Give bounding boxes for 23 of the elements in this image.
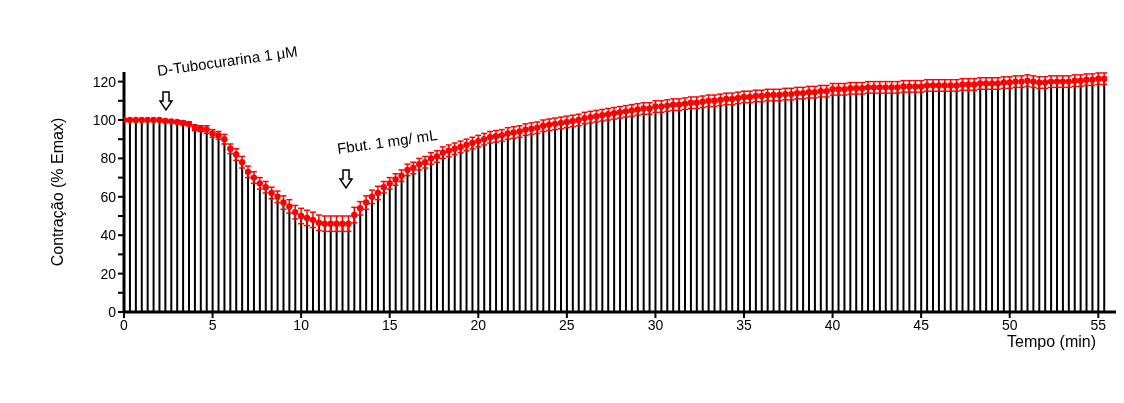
x-tick-label: 30 <box>647 316 664 333</box>
x-tick-label: 40 <box>824 316 841 333</box>
y-tick-label: 60 <box>100 188 117 205</box>
x-axis-title: Tempo (min) <box>1007 333 1096 350</box>
x-tick-label: 5 <box>208 316 217 333</box>
x-tick-label: 55 <box>1090 316 1107 333</box>
annotation: Fbut. 1 mg/ mL <box>336 126 439 157</box>
y-axis-title: Contração (% Emax) <box>48 117 66 267</box>
y-tick-label: 20 <box>100 265 117 282</box>
x-tick-label: 35 <box>736 316 752 333</box>
y-tick-label: 0 <box>108 303 117 320</box>
y-tick-label: 100 <box>92 111 117 128</box>
x-tick-label: 25 <box>559 316 575 333</box>
x-tick-label: 0 <box>120 316 129 333</box>
y-tick-label: 80 <box>100 150 117 167</box>
x-tick-label: 50 <box>1001 316 1018 333</box>
y-tick-label: 40 <box>100 227 117 244</box>
annotation: D-Tubocurarina 1 μM <box>156 42 299 79</box>
x-tick-label: 15 <box>381 316 398 333</box>
x-tick-label: 20 <box>470 316 487 333</box>
y-tick-label: 120 <box>92 73 117 90</box>
x-tick-label: 10 <box>293 316 310 333</box>
x-tick-label: 45 <box>913 316 930 333</box>
